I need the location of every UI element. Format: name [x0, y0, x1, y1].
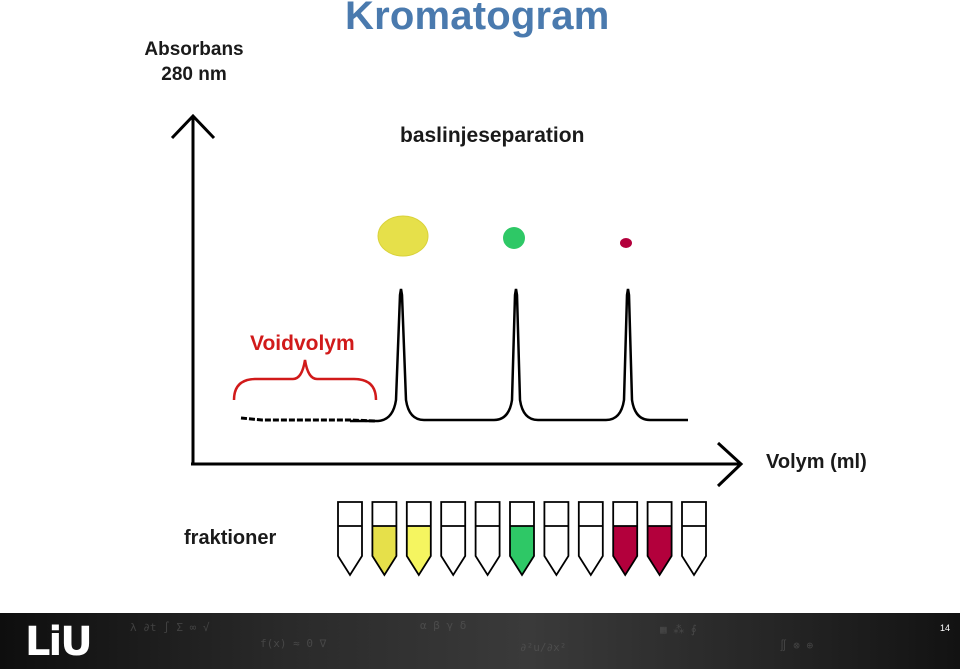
- chromatogram-trace: [350, 288, 688, 423]
- tube-outline: [612, 501, 639, 577]
- fraction-tube: [474, 501, 501, 577]
- tube-fill: [510, 526, 534, 575]
- liu-logo: LiU: [25, 619, 93, 665]
- fraction-tube: [337, 501, 363, 577]
- y-axis-label: Absorbans 280 nm: [124, 37, 264, 87]
- page-number: 14: [939, 623, 950, 633]
- fraction-tube: [612, 501, 639, 577]
- fraction-tube: [681, 501, 707, 577]
- small-molecule-icon: [620, 238, 632, 248]
- fraction-tube: [371, 501, 398, 577]
- tube-outline: [371, 501, 398, 577]
- tube-fill: [372, 526, 397, 575]
- large-molecule-icon: [377, 215, 429, 257]
- y-axis-label-line1: Absorbans: [144, 39, 244, 60]
- x-axis-arrow: [716, 441, 744, 488]
- tube-outline: [681, 501, 707, 577]
- tube-outline: [337, 501, 363, 577]
- tube-outline: [543, 501, 570, 577]
- y-axis-arrow: [170, 113, 216, 140]
- medium-molecule-icon: [503, 227, 525, 249]
- tube-fill: [647, 526, 672, 575]
- tube-fill: [613, 526, 638, 575]
- void-volume-bracket: [232, 359, 378, 401]
- void-volume-label: Voidvolym: [250, 332, 355, 355]
- y-axis-label-line2: 280 nm: [161, 64, 227, 85]
- fraction-tubes: [337, 501, 707, 577]
- separation-label: baslinjeseparation: [400, 124, 585, 147]
- tube-outline: [577, 501, 604, 577]
- slide-title: Kromatogram: [345, 0, 610, 38]
- fraction-tube: [440, 501, 467, 577]
- tube-outline: [646, 501, 673, 577]
- tube-outline: [509, 501, 535, 577]
- fraction-tube: [509, 501, 535, 577]
- fraction-tube: [646, 501, 673, 577]
- tube-outline: [474, 501, 501, 577]
- tube-outline: [405, 501, 432, 577]
- fraction-tube: [543, 501, 570, 577]
- fraction-tube: [405, 501, 432, 577]
- x-axis-label: Volym (ml): [766, 451, 867, 473]
- tube-fill: [406, 526, 431, 575]
- fraction-tube: [577, 501, 604, 577]
- fractions-label: fraktioner: [184, 527, 277, 549]
- tube-outline: [440, 501, 467, 577]
- footer-bar: λ ∂t ∫ Σ ∞ √ f(x) ≈ 0 ∇ α β γ δ ∂²u/∂x² …: [0, 613, 960, 669]
